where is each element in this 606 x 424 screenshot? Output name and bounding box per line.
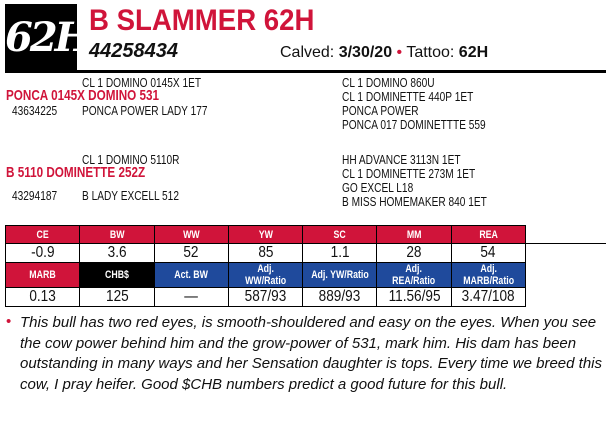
- sire-reg: 43634225: [12, 103, 58, 118]
- sire-dd: PONCA 017 DOMINETTTE 559: [342, 117, 486, 132]
- dam-ds: GO EXCEL L18: [342, 180, 414, 195]
- calved-label: Calved:: [280, 44, 335, 61]
- dam-ss: HH ADVANCE 3113N 1ET: [342, 152, 461, 167]
- divider-line: [526, 243, 606, 244]
- tattoo-label: Tattoo:: [406, 44, 455, 61]
- epd-header: Adj. REA/Ratio: [376, 262, 452, 288]
- animal-name: B SLAMMER 62H: [89, 4, 315, 37]
- epd-value: 889/93: [302, 287, 378, 307]
- epd-header: CHB$: [79, 262, 155, 288]
- dam-dam: B LADY EXCELL 512: [82, 188, 179, 203]
- epd-value: 52: [153, 243, 229, 263]
- epd-header: MM: [376, 225, 452, 244]
- epd-value: 3.6: [79, 243, 155, 263]
- epd-header: BW: [79, 225, 155, 244]
- epd-header: REA: [450, 225, 527, 244]
- epd-value: 1.1: [302, 243, 378, 263]
- dam-name: B 5110 DOMINETTE 252Z: [6, 164, 146, 181]
- sire-ss: CL 1 DOMINO 860U: [342, 75, 435, 90]
- calved-date: 3/30/20: [338, 44, 393, 61]
- epd-header: Adj. YW/Ratio: [302, 262, 378, 288]
- epd-value: 0.13: [4, 287, 81, 307]
- epd-header: YW: [227, 225, 304, 244]
- epd-header: SC: [302, 225, 378, 244]
- dam-reg: 43294187: [12, 188, 58, 203]
- epd-value: -0.9: [4, 243, 81, 263]
- separator: •: [396, 44, 403, 61]
- header-rule: [5, 70, 606, 73]
- bullet-icon: •: [6, 313, 12, 330]
- epd-value: 28: [376, 243, 452, 263]
- dam-sire: CL 1 DOMINO 5110R: [82, 152, 180, 167]
- calved-tattoo-line: Calved: 3/30/20 • Tattoo: 62H: [280, 44, 488, 62]
- dam-dd: B MISS HOMEMAKER 840 1ET: [342, 194, 487, 209]
- epd-table: CE BW WW YW SC MM REA -0.9 3.6 52 85 1.1…: [4, 225, 527, 307]
- sire-name: PONCA 0145X DOMINO 531: [6, 87, 160, 104]
- epd-value: 125: [79, 287, 155, 307]
- sire-sire: CL 1 DOMINO 0145X 1ET: [82, 75, 202, 90]
- epd-value: 85: [227, 243, 304, 263]
- epd-value: —: [153, 287, 229, 307]
- sire-dam: PONCA POWER LADY 177: [82, 103, 208, 118]
- epd-value: 587/93: [227, 287, 304, 307]
- tattoo-logo: 62H: [5, 4, 92, 72]
- sire-sd: CL 1 DOMINETTE 440P 1ET: [342, 89, 474, 104]
- epd-header: Adj. WW/Ratio: [227, 262, 304, 288]
- description-text: This bull has two red eyes, is smooth-sh…: [20, 314, 602, 393]
- epd-header: CE: [4, 225, 81, 244]
- epd-value: 54: [450, 243, 527, 263]
- epd-header: Act. BW: [153, 262, 229, 288]
- dam-sd: CL 1 DOMINETTE 273M 1ET: [342, 166, 476, 181]
- epd-header: WW: [153, 225, 229, 244]
- epd-header: Adj. MARB/Ratio: [450, 262, 527, 288]
- epd-header: MARB: [4, 262, 81, 288]
- tattoo-value: 62H: [458, 44, 489, 61]
- epd-value: 11.56/95: [376, 287, 452, 307]
- registration-number: 44258434: [89, 40, 178, 62]
- sire-ds: PONCA POWER: [342, 103, 419, 118]
- epd-value: 3.47/108: [450, 287, 527, 307]
